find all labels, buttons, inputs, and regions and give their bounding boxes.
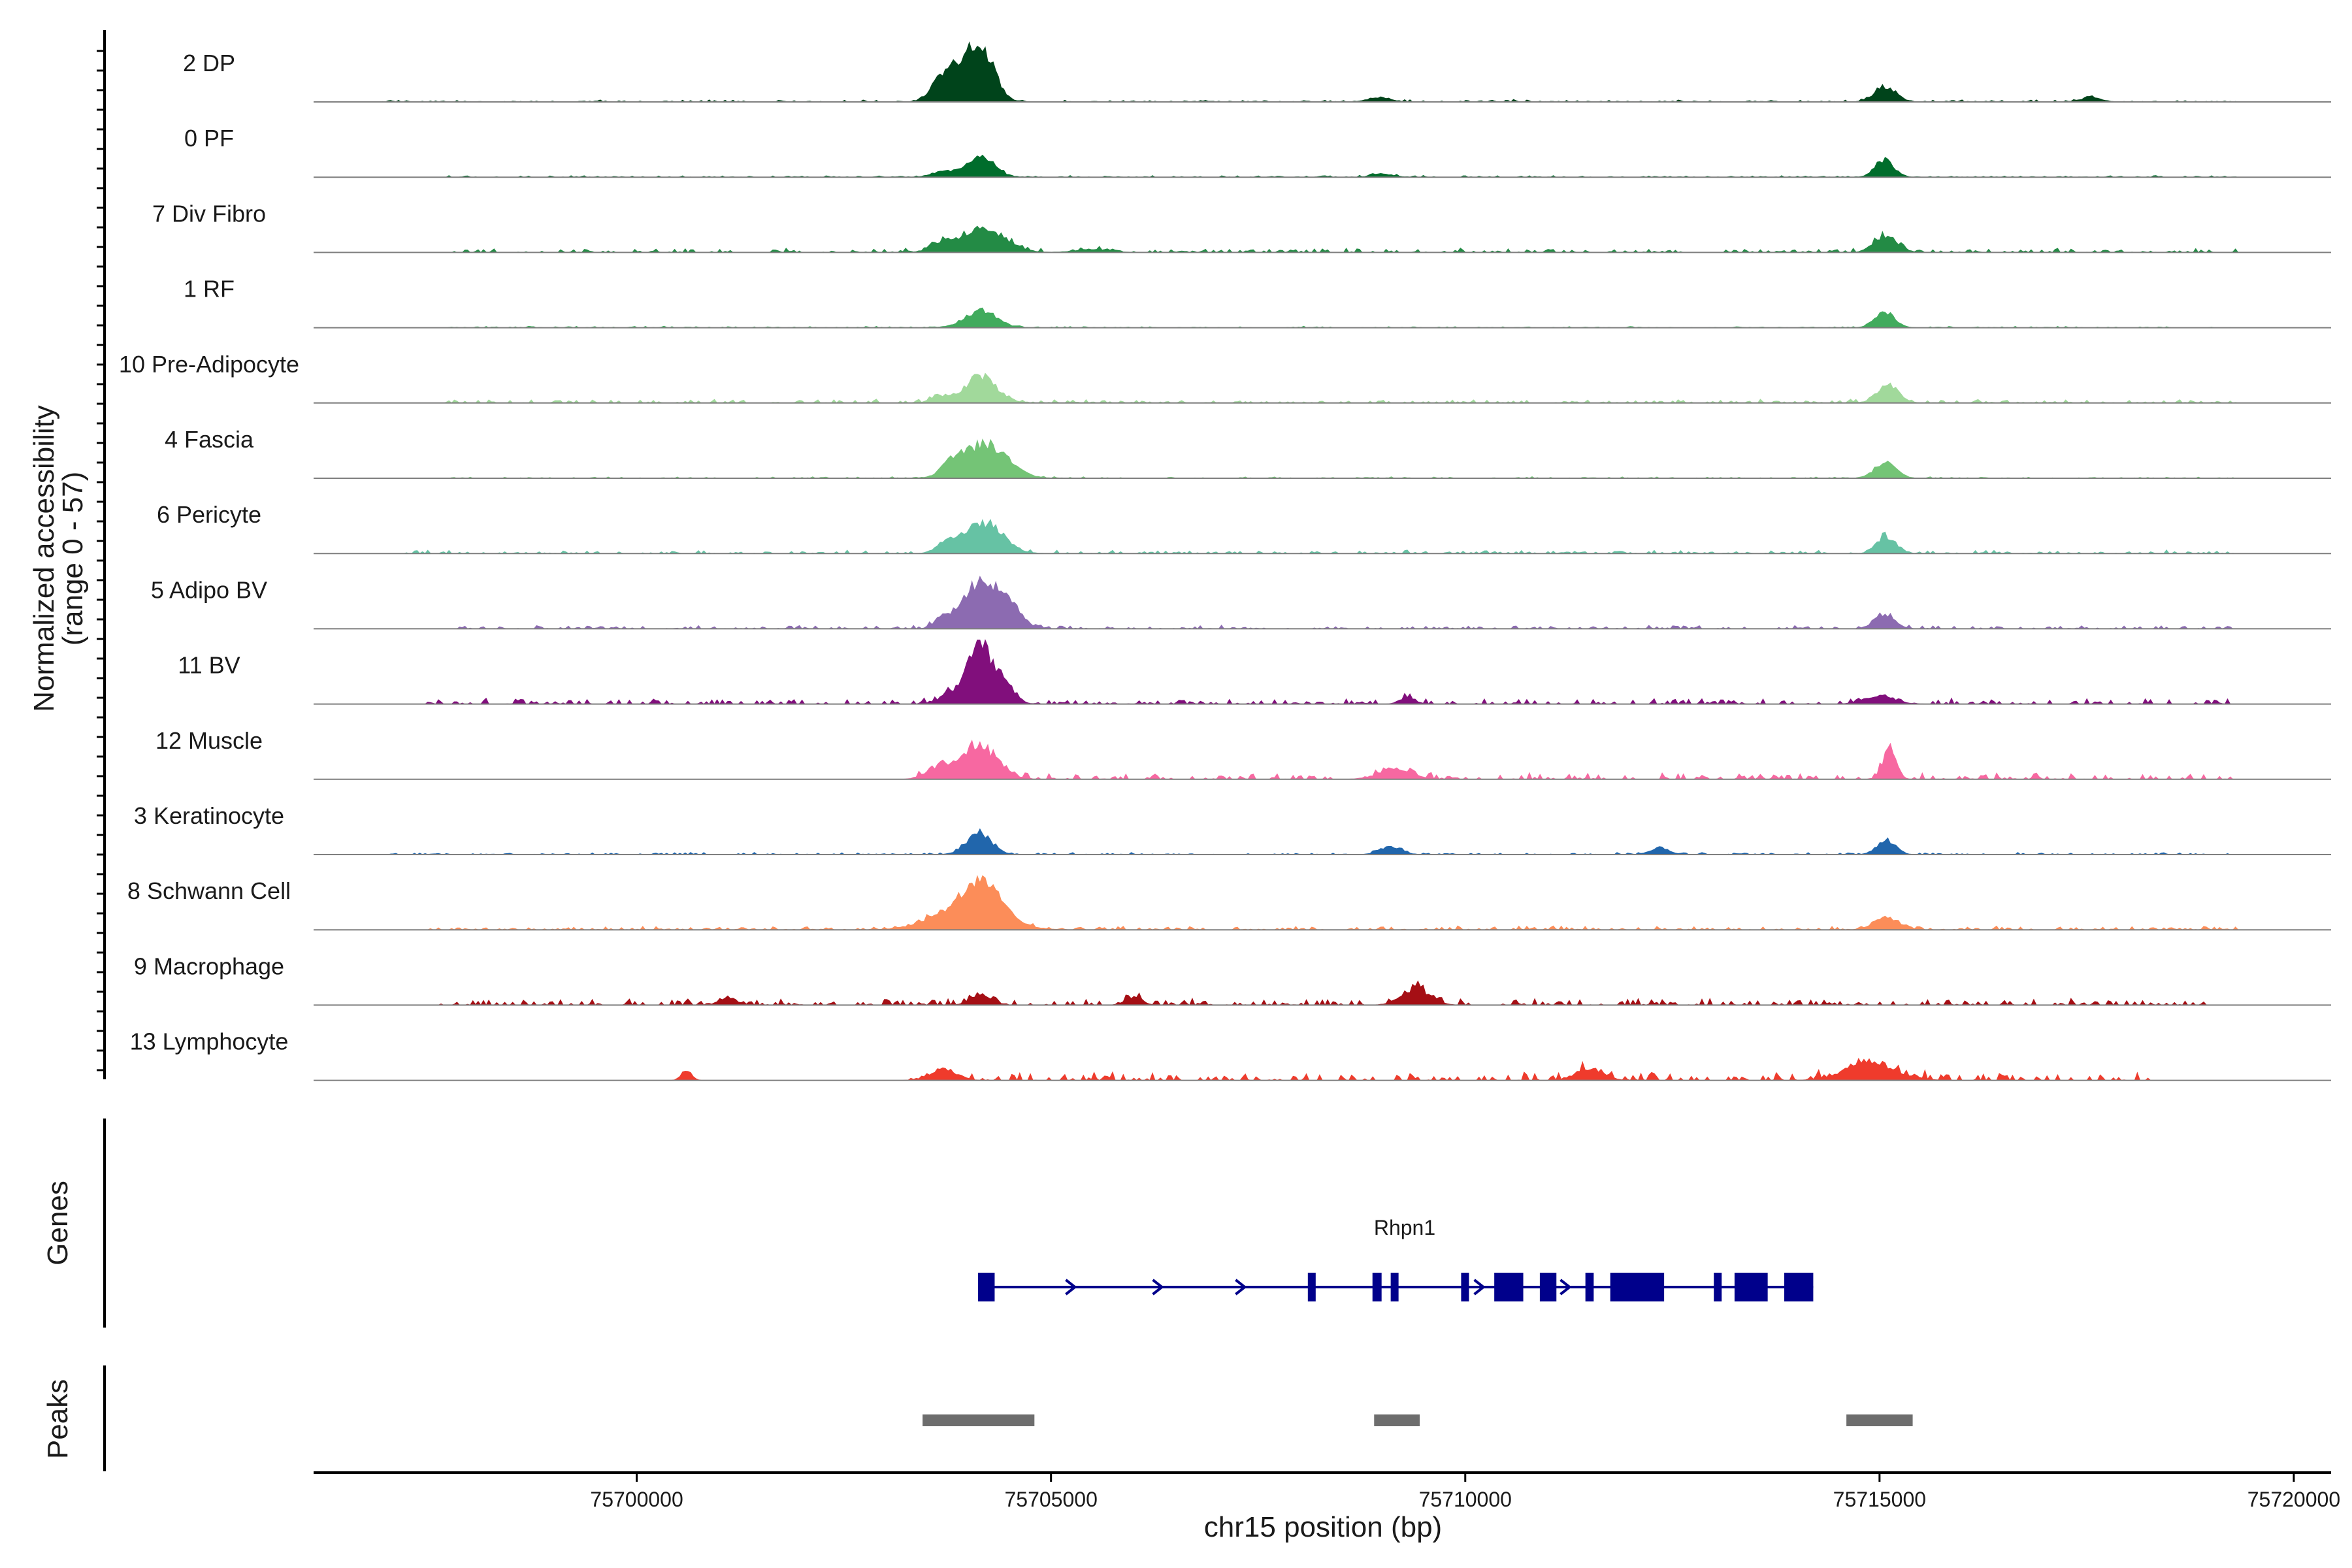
gene-exon xyxy=(1461,1273,1469,1301)
track-0-pf: 0 PF xyxy=(184,125,2331,178)
strand-arrow xyxy=(1235,1279,1247,1296)
strand-arrow xyxy=(1152,1279,1164,1296)
track-6-pericyte: 6 Pericyte xyxy=(157,501,2331,555)
peak-region xyxy=(1846,1414,1913,1426)
gene-exon xyxy=(1539,1273,1557,1301)
track-label: 12 Muscle xyxy=(155,727,263,754)
track-label: 13 Lymphocyte xyxy=(130,1028,289,1055)
strand-arrow xyxy=(1560,1279,1572,1296)
track-label: 0 PF xyxy=(184,125,234,152)
track-1-rf: 1 RF xyxy=(184,276,2331,329)
x-tick-label: 75705000 xyxy=(1004,1488,1097,1511)
strand-arrow xyxy=(1473,1279,1486,1296)
gene-label: Rhpn1 xyxy=(1374,1216,1435,1239)
track-2-dp: 2 DP xyxy=(183,41,2331,103)
x-tick-label: 75715000 xyxy=(1833,1488,1926,1511)
track-label: 5 Adipo BV xyxy=(151,576,267,603)
y-axis-title: Normalized accessibility xyxy=(28,405,60,711)
gene-exon xyxy=(1390,1273,1399,1301)
track-label: 6 Pericyte xyxy=(157,501,261,528)
track-8-schwann-cell: 8 Schwann Cell xyxy=(127,875,2331,931)
gene-exon xyxy=(1714,1273,1722,1301)
track-label: 8 Schwann Cell xyxy=(127,877,291,904)
y-axis-subtitle: (range 0 - 57) xyxy=(57,472,89,646)
x-axis-title: chr15 position (bp) xyxy=(1204,1511,1442,1543)
gene-exon xyxy=(1734,1273,1768,1301)
gene-track: Rhpn1 xyxy=(977,1216,1814,1301)
track-label: 4 Fascia xyxy=(165,426,254,453)
x-tick-label: 75720000 xyxy=(2247,1488,2340,1511)
track-9-macrophage: 9 Macrophage xyxy=(134,953,2331,1006)
peak-region xyxy=(923,1414,1035,1426)
track-3-keratinocyte: 3 Keratinocyte xyxy=(134,802,2331,855)
gene-exon xyxy=(1307,1273,1316,1301)
track-label: 10 Pre-Adipocyte xyxy=(119,351,299,378)
track-5-adipo-bv: 5 Adipo BV xyxy=(151,576,2331,630)
peaks-track xyxy=(923,1414,1913,1426)
coverage-y-ticks xyxy=(97,50,105,1071)
track-label: 1 RF xyxy=(184,276,235,302)
x-tick-label: 75710000 xyxy=(1419,1488,1512,1511)
gene-exon xyxy=(1372,1273,1382,1301)
track-label: 11 BV xyxy=(178,652,240,679)
track-label: 9 Macrophage xyxy=(134,953,284,979)
track-7-div-fibro: 7 Div Fibro xyxy=(152,200,2331,253)
gene-exon xyxy=(978,1273,995,1301)
coverage-tracks: 2 DP 0 PF 7 Div Fibro 1 RF 10 Pre-Adipocyte 4… xyxy=(119,41,2331,1081)
track-label: 2 DP xyxy=(183,50,235,76)
track-11-bv: 11 BV xyxy=(178,639,2331,705)
genes-panel-label: Genes xyxy=(42,1181,74,1266)
x-axis-ticks: 75700000 75705000 75710000 75715000 75720000 xyxy=(590,1473,2340,1511)
track-label: 7 Div Fibro xyxy=(152,200,266,227)
strand-arrow xyxy=(1065,1279,1077,1296)
peak-region xyxy=(1374,1414,1420,1426)
gene-exon xyxy=(1494,1273,1524,1301)
gene-exon xyxy=(1610,1273,1665,1301)
peaks-panel-label: Peaks xyxy=(42,1379,74,1459)
track-4-fascia: 4 Fascia xyxy=(165,426,2331,479)
track-10-pre-adipocyte: 10 Pre-Adipocyte xyxy=(119,351,2331,404)
track-label: 3 Keratinocyte xyxy=(134,802,284,829)
track-12-muscle: 12 Muscle xyxy=(155,727,2331,780)
gene-exon xyxy=(1784,1273,1814,1301)
x-tick-label: 75700000 xyxy=(590,1488,683,1511)
gene-exon xyxy=(1585,1273,1594,1301)
track-13-lymphocyte: 13 Lymphocyte xyxy=(130,1028,2331,1081)
